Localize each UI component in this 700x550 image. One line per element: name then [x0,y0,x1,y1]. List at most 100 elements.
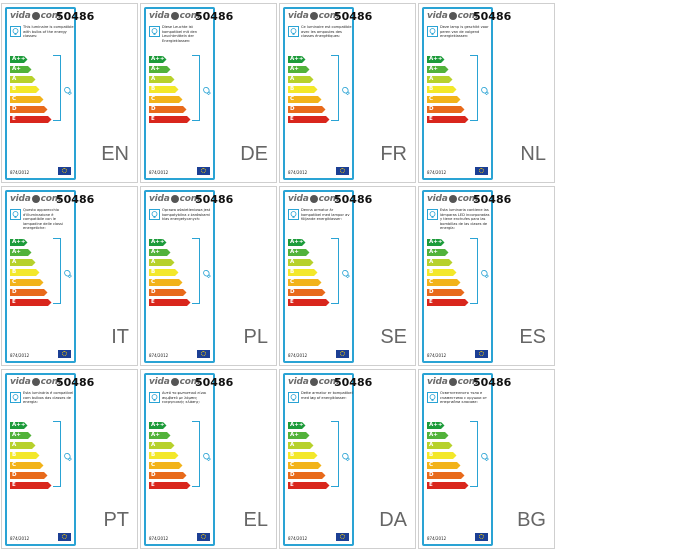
regulation-number: 874/2012 [149,536,169,541]
energy-class-label: A++ [12,56,26,62]
class-range-bracket [192,238,200,304]
bulb-icon [427,392,438,403]
vidaxl-logo: vida com [288,377,339,387]
energy-class-label: E [429,482,433,488]
language-code: FR [380,143,407,165]
product-code: 50486 [195,376,234,389]
energy-class-label: E [12,116,16,122]
energy-class-label: A+ [12,249,21,255]
energy-class-label: A [12,442,17,448]
energy-class-label: D [12,106,17,112]
energy-label-card: vida com 50486 This luminaire is compatib… [5,7,94,180]
energy-label-card: vida com 50486 Oprawa oświetleniowa jest … [144,190,233,363]
label-cell-pt: vida com 50486 Esta luminária é compatíve… [1,369,138,549]
energy-class-label: C [12,279,17,285]
energy-class-label: D [429,106,434,112]
label-cell-el: vida com 50486 Αυτό το φωτιστικό είναι συ… [140,369,277,549]
bulb-icon [149,392,160,403]
energy-class-label: A+ [290,66,299,72]
energy-class-label: E [12,299,16,305]
energy-label-card: vida com 50486 Deze lamp is geschikt voor… [422,7,511,180]
energy-class-label: D [429,472,434,478]
energy-class-label: A+ [151,249,160,255]
energy-class-label: C [429,96,434,102]
eu-flag-icon [475,533,488,541]
energy-class-label: A+ [290,249,299,255]
energy-class-label: A [290,76,295,82]
energy-class-label: A [12,259,17,265]
bulb-icon [10,26,21,37]
energy-class-label: E [429,116,433,122]
energy-class-label: D [151,289,156,295]
vidaxl-logo: vida com [149,11,200,21]
regulation-number: 874/2012 [427,353,447,358]
compatibility-text: Осветителното тяло е съвместимо с крушки… [440,391,487,405]
energy-label-card: vida com 50486 Осветителното тяло е съвме… [422,373,511,546]
class-range-bracket [53,55,61,121]
class-range-bracket [192,421,200,487]
bulb-symbol-icon [63,264,73,283]
language-code: DA [379,509,407,531]
compatibility-text: Oprawa oświetleniowa jest kompatybilna z… [162,208,211,222]
regulation-number: 874/2012 [10,536,30,541]
eu-flag-icon [58,533,71,541]
bulb-symbol-icon [202,447,212,466]
label-cell-en: vida com 50486 This luminaire is compatib… [1,3,138,183]
bulb-symbol-icon [341,447,351,466]
class-range-bracket [331,421,339,487]
bulb-icon [149,26,160,37]
compatibility-text: Esta luminária é compatível com bulbos d… [23,391,74,405]
language-code: DE [240,143,268,165]
energy-class-label: A [429,76,434,82]
vidaxl-logo: vida com [10,194,61,204]
product-code: 50486 [195,10,234,23]
language-code: IT [111,326,129,348]
compatibility-text: Diese Leuchte ist kompatibel mit den Leu… [162,25,197,43]
energy-class-label: C [151,279,156,285]
label-cell-es: vida com 50486 Esta luminaria contiene la… [418,186,555,366]
bulb-icon [288,209,299,220]
compatibility-text: Questo apparecchio d'illuminazione è com… [23,208,63,231]
eu-flag-icon [336,350,349,358]
regulation-number: 874/2012 [149,170,169,175]
vidaxl-logo: vida com [427,377,478,387]
vidaxl-logo: vida com [427,194,478,204]
bulb-symbol-icon [341,264,351,283]
eu-flag-icon [336,533,349,541]
energy-class-label: A+ [12,66,21,72]
language-code: PL [243,326,268,348]
label-cell-nl: vida com 50486 Deze lamp is geschikt voor… [418,3,555,183]
energy-class-label: B [12,86,17,92]
energy-class-label: D [290,289,295,295]
energy-class-label: E [151,482,155,488]
language-code: SE [380,326,407,348]
energy-class-label: A [12,76,17,82]
label-cell-bg: vida com 50486 Осветителното тяло е съвме… [418,369,555,549]
eu-flag-icon [475,350,488,358]
energy-class-label: D [290,106,295,112]
eu-flag-icon [58,167,71,175]
product-code: 50486 [334,376,373,389]
energy-class-label: A++ [151,56,165,62]
energy-class-label: C [290,279,295,285]
energy-class-label: E [151,299,155,305]
energy-class-label: C [151,462,156,468]
label-cell-se: vida com 50486 Denna armatur är kompatibe… [279,186,416,366]
energy-class-label: C [290,96,295,102]
energy-class-label: B [429,269,434,275]
compatibility-text: Ce luminaire est compatible avec les amp… [301,25,352,39]
label-cell-it: vida com 50486 Questo apparecchio d'illum… [1,186,138,366]
label-cell-da: vida com 50486 Dette armatur er kompatibe… [279,369,416,549]
energy-class-label: A++ [429,239,443,245]
energy-class-label: A+ [290,432,299,438]
product-code: 50486 [195,193,234,206]
product-code: 50486 [56,376,95,389]
energy-class-label: A++ [12,422,26,428]
energy-class-label: A++ [290,422,304,428]
energy-class-label: A [429,442,434,448]
language-code: NL [520,143,546,165]
regulation-number: 874/2012 [288,170,308,175]
energy-class-label: A+ [429,432,438,438]
bulb-symbol-icon [480,81,490,100]
energy-class-label: A++ [429,56,443,62]
